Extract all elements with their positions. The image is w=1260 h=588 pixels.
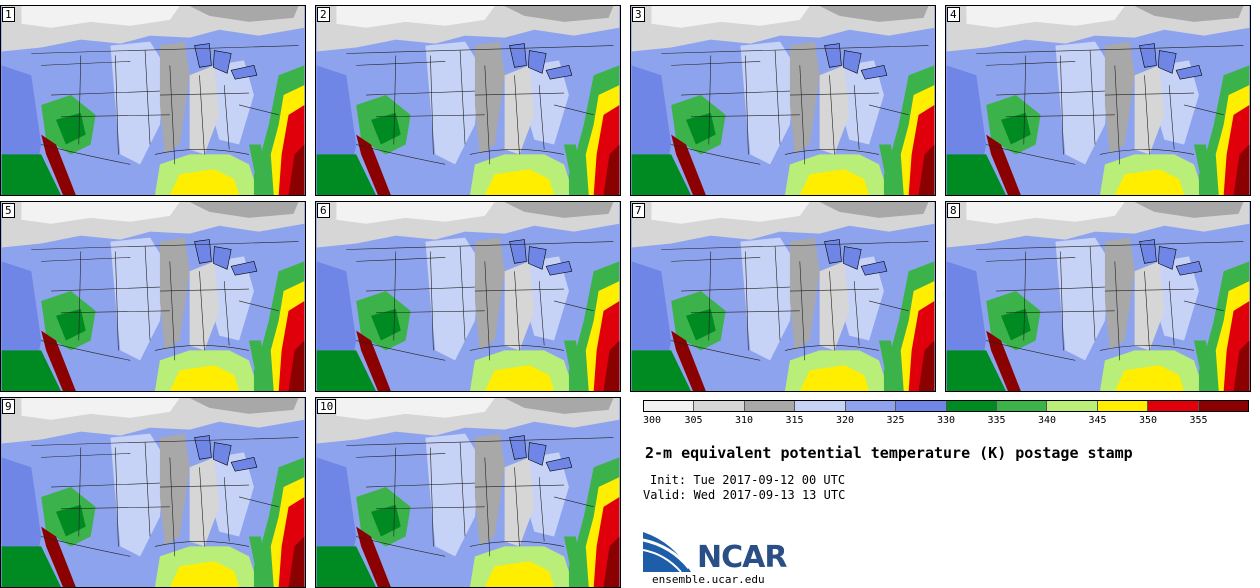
color-scale-tick-label: 325: [886, 415, 905, 426]
panel-number: 6: [317, 203, 330, 218]
color-scale-swatch: [996, 401, 1048, 411]
theta-e-map: [631, 202, 935, 391]
theta-e-map: [316, 6, 620, 195]
color-scale-labels: 300 305 310 315 320 325 330 335 340 345 350 355: [643, 415, 1249, 429]
ensemble-member-panel: 9: [0, 397, 306, 588]
ncar-logo-icon: [643, 532, 691, 573]
color-scale-tick-label: 300: [643, 415, 662, 426]
theta-e-map: [1, 6, 305, 195]
ensemble-member-panel: 10: [315, 397, 621, 588]
color-scale-tick-label: 310: [734, 415, 754, 426]
init-time: Init: Tue 2017-09-12 00 UTC: [650, 473, 846, 487]
panel-number: 1: [2, 7, 15, 22]
color-scale-swatch: [896, 401, 947, 411]
color-scale-tick-label: 320: [835, 415, 855, 426]
color-scale-swatch: [946, 401, 997, 411]
ensemble-member-panel: 7: [630, 201, 936, 392]
panel-number: 2: [317, 7, 330, 22]
panel-number: 3: [632, 7, 645, 22]
color-scale-swatch: [1047, 401, 1098, 411]
figure-title: 2-m equivalent potential temperature (K)…: [645, 444, 1133, 462]
theta-e-map: [316, 202, 620, 391]
ncar-wordmark: NCAR: [697, 540, 787, 575]
color-scale-tick-label: 315: [785, 415, 804, 426]
ensemble-member-panel: 5: [0, 201, 306, 392]
color-scale-swatch: [694, 401, 745, 411]
color-scale-tick-label: 330: [936, 415, 956, 426]
color-scale-bar: [643, 400, 1249, 412]
theta-e-map: [946, 6, 1250, 195]
color-scale-swatch: [845, 401, 897, 411]
panel-number: 7: [632, 203, 645, 218]
ensemble-member-panel: 6: [315, 201, 621, 392]
color-scale-swatch: [1148, 401, 1199, 411]
ensemble-member-panel: 2: [315, 5, 621, 196]
color-scale-swatch: [1198, 401, 1249, 411]
theta-e-map: [1, 202, 305, 391]
ensemble-member-panel: 3: [630, 5, 936, 196]
theta-e-map: [946, 202, 1250, 391]
ensemble-member-panel: 4: [945, 5, 1251, 196]
color-scale-tick-label: 355: [1189, 415, 1208, 426]
color-scale-tick-label: 340: [1037, 415, 1057, 426]
color-scale-tick-label: 335: [987, 415, 1006, 426]
color-scale-swatch: [1097, 401, 1149, 411]
color-scale-tick-label: 345: [1088, 415, 1107, 426]
panel-number: 8: [947, 203, 960, 218]
color-scale-tick-label: 350: [1138, 415, 1158, 426]
color-scale-swatch: [644, 401, 695, 411]
panel-number: 5: [2, 203, 15, 218]
panel-number: 10: [317, 399, 337, 414]
theta-e-map: [631, 6, 935, 195]
color-scale-swatch: [795, 401, 846, 411]
panel-number: 9: [2, 399, 15, 414]
valid-time: Valid: Wed 2017-09-13 13 UTC: [643, 488, 846, 502]
ensemble-member-panel: 8: [945, 201, 1251, 392]
color-scale-tick-label: 305: [684, 415, 703, 426]
panel-number: 4: [947, 7, 960, 22]
theta-e-map: [1, 398, 305, 587]
ensemble-url: ensemble.ucar.edu: [652, 573, 765, 586]
ensemble-member-panel: 1: [0, 5, 306, 196]
color-scale-swatch: [744, 401, 796, 411]
theta-e-map: [316, 398, 620, 587]
